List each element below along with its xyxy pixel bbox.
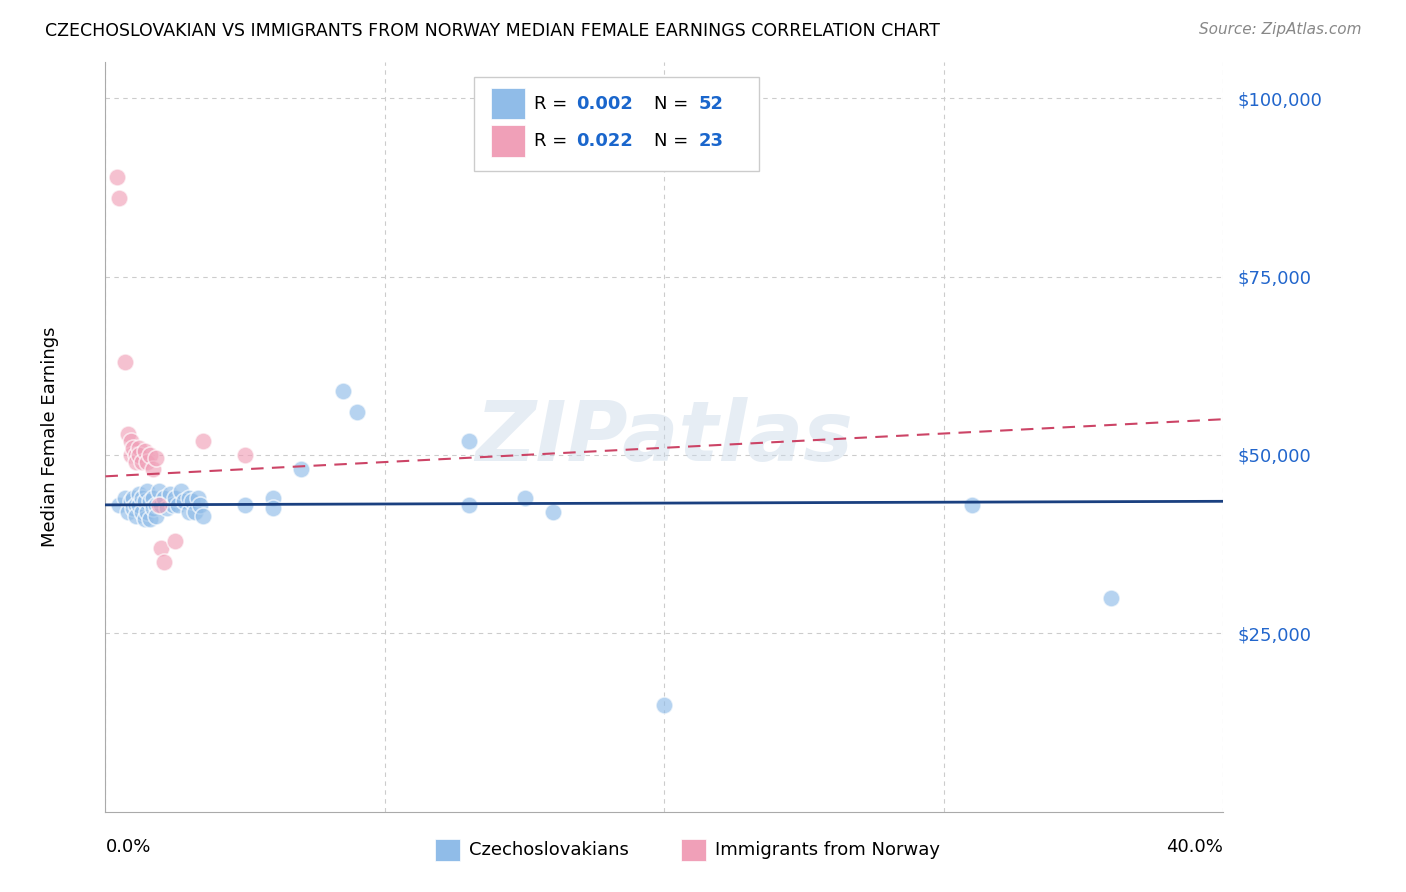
Point [122,501,145,516]
Point [181,494,204,508]
Point [290,462,312,476]
Point [159,487,181,501]
Point [262,491,284,505]
Point [150,541,173,555]
Point [190,498,212,512]
Point [142,491,165,505]
Point [148,483,170,498]
Point [128,441,150,455]
FancyBboxPatch shape [491,88,524,120]
Text: 40.0%: 40.0% [1167,838,1223,856]
Point [125,448,148,462]
Point [131,505,153,519]
FancyBboxPatch shape [436,838,460,861]
Point [105,169,128,184]
Point [139,448,162,462]
FancyBboxPatch shape [474,78,759,171]
Point [148,498,170,512]
Point [960,498,983,512]
Text: Source: ZipAtlas.com: Source: ZipAtlas.com [1198,22,1361,37]
Point [139,512,162,526]
Point [179,505,201,519]
Text: N =: N = [654,95,695,112]
Point [346,405,368,419]
Point [170,483,193,498]
FancyBboxPatch shape [491,126,524,157]
Point [167,498,190,512]
Point [108,191,131,205]
Point [134,444,156,458]
Point [128,448,150,462]
Point [142,501,165,516]
Text: Immigrants from Norway: Immigrants from Norway [714,841,939,859]
Point [262,501,284,516]
Point [128,487,150,501]
FancyBboxPatch shape [681,838,706,861]
Point [122,491,145,505]
Point [125,455,148,469]
Text: R =: R = [533,95,572,112]
Text: ZIPatlas: ZIPatlas [475,397,853,477]
Point [184,505,207,519]
Point [108,498,131,512]
Point [114,355,136,369]
Point [125,508,148,523]
Point [117,505,139,519]
Point [193,508,215,523]
Point [136,455,159,469]
Text: N =: N = [654,132,695,150]
Point [120,434,142,448]
Point [153,491,176,505]
Point [187,491,209,505]
Point [165,491,187,505]
Point [457,498,479,512]
Point [332,384,354,398]
Point [136,483,159,498]
Text: 52: 52 [699,95,724,112]
Point [145,451,167,466]
Point [125,498,148,512]
Point [122,441,145,455]
Text: 0.022: 0.022 [576,132,633,150]
Point [134,512,156,526]
Point [145,498,167,512]
Point [145,508,167,523]
Point [117,426,139,441]
Point [136,505,159,519]
Point [193,434,215,448]
Point [120,494,142,508]
Point [162,498,184,512]
Text: Czechoslovakians: Czechoslovakians [468,841,628,859]
Point [233,448,256,462]
Text: CZECHOSLOVAKIAN VS IMMIGRANTS FROM NORWAY MEDIAN FEMALE EARNINGS CORRELATION CHA: CZECHOSLOVAKIAN VS IMMIGRANTS FROM NORWA… [45,22,939,40]
Point [179,491,201,505]
Point [131,491,153,505]
Point [142,462,165,476]
Text: 23: 23 [699,132,724,150]
Point [654,698,676,712]
Point [134,494,156,508]
Text: R =: R = [533,132,572,150]
Point [139,494,162,508]
Point [513,491,536,505]
Text: 0.002: 0.002 [576,95,633,112]
Point [156,501,179,516]
Point [233,498,256,512]
Text: 0.0%: 0.0% [105,838,150,856]
Point [150,498,173,512]
Point [131,455,153,469]
Point [173,494,195,508]
Point [1099,591,1122,605]
Point [165,533,187,548]
Point [153,555,176,569]
Text: Median Female Earnings: Median Female Earnings [41,326,59,548]
Point [128,498,150,512]
Point [114,491,136,505]
Point [457,434,479,448]
Point [120,448,142,462]
Point [541,505,564,519]
